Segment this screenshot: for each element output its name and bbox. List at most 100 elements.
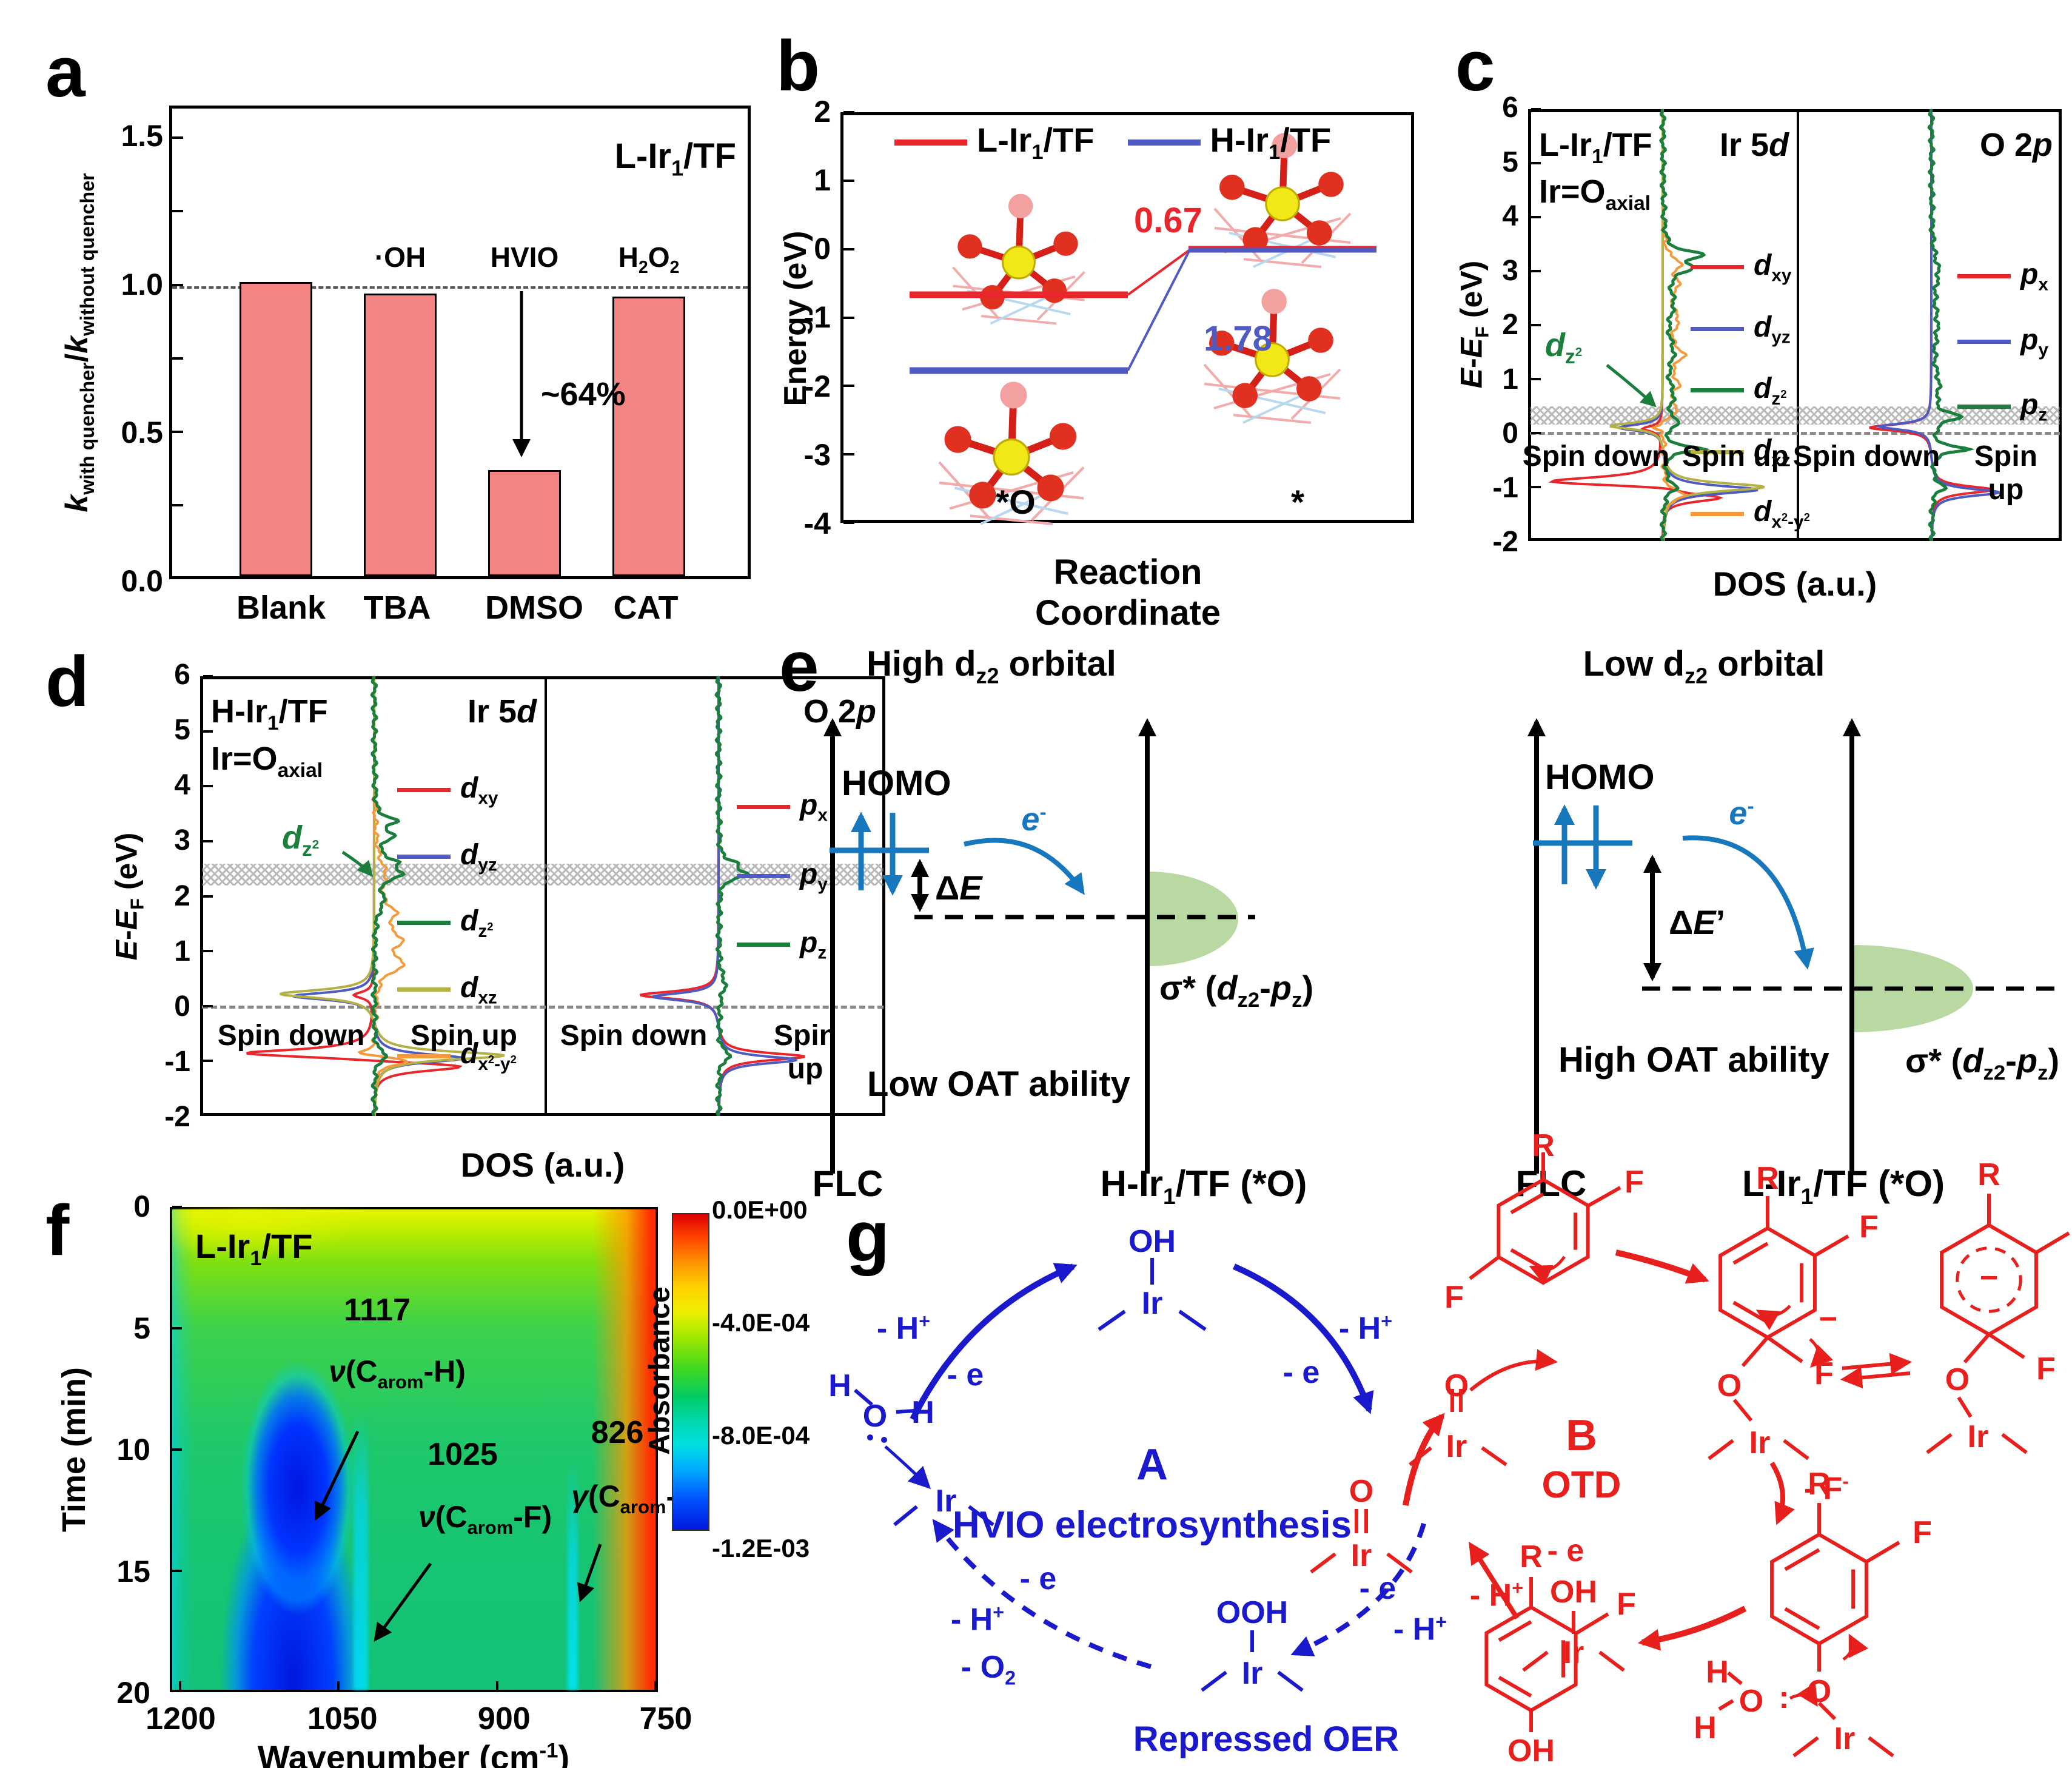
gt-label: - O2 [961, 1650, 1016, 1689]
legend-line [397, 854, 451, 859]
b-x-axis-label: Reaction Coordinate [1034, 553, 1221, 633]
gt-label: - e [1019, 1561, 1057, 1596]
legend-line [1127, 139, 1201, 146]
legend-line [397, 788, 451, 793]
gt-label: Ir [935, 1484, 957, 1519]
tick-label: -2 [803, 369, 831, 403]
et-label: e- [1729, 795, 1754, 832]
f-overlay [172, 1206, 657, 1692]
tick-label: -4 [803, 506, 831, 540]
c-fermi-band [1530, 406, 2060, 425]
tick-label: 3 [174, 824, 190, 857]
tick-label: 0.5 [121, 415, 163, 450]
legend-item: py [1957, 323, 2048, 361]
tick-label: 5 [174, 714, 190, 747]
g-arrows-blue [884, 1263, 1426, 1669]
d-spin-up-right: Spin up [774, 1020, 837, 1085]
legend-item: dxz [1691, 434, 1810, 471]
legend-line [737, 805, 790, 810]
et-label: High OAT ability [1558, 1040, 1829, 1080]
g-arrows-red [1403, 1249, 1913, 1707]
panel-letter-a: a [45, 32, 85, 112]
dos-curve-green [370, 676, 406, 1117]
tick-label: 3 [1502, 254, 1518, 287]
tick-label: 1 [814, 163, 831, 198]
gt-label: F [1617, 1587, 1636, 1622]
b-barrier-blue: 1.78 [1204, 319, 1272, 358]
f-heatmap [170, 1207, 658, 1692]
legend-label: dxy [1754, 249, 1792, 286]
a-category-labels: Blank TBA DMSO CAT [236, 591, 682, 624]
panel-letter-d: d [45, 642, 90, 722]
gt-label: Ir [1967, 1419, 1989, 1454]
gt-label: O [1945, 1362, 1970, 1397]
et-label: e- [1021, 801, 1047, 838]
d-y-tick-labels: 6 5 4 3 2 1 0 -1 -2 [147, 660, 190, 1132]
gt-label: − [1979, 1260, 1999, 1296]
legend-item: dyz [397, 838, 517, 876]
gt-label: Ir [1241, 1656, 1263, 1691]
b-plot-area [840, 112, 1414, 523]
d-zero-line [202, 1006, 883, 1009]
legend-line [397, 1054, 451, 1058]
tick-label: -3 [803, 437, 831, 472]
f-colorbar [672, 1213, 709, 1531]
gt-label: Ir [1749, 1425, 1771, 1460]
d-spin-down-right: Spin down [560, 1020, 708, 1052]
gt-label: O [1444, 1368, 1469, 1403]
dos-curve-green [1658, 109, 1711, 542]
et-label: ΔE [935, 869, 982, 907]
gt-label: HVIO electrosynthesis [952, 1504, 1352, 1546]
a-bar-CAT [612, 297, 685, 576]
legend-line [1691, 265, 1744, 270]
d-dos-curves [203, 675, 805, 1117]
gt-label: Ir [1563, 1635, 1584, 1670]
gt-label: F [1444, 1280, 1464, 1315]
gt-label: F [1913, 1515, 1932, 1550]
gt-label: O [862, 1399, 888, 1434]
b-y-tick-labels: 2 1 0 -1 -2 -3 -4 [790, 96, 831, 539]
d-spin-up-left: Spin up [411, 1020, 517, 1052]
tick-label: 1050 [307, 1701, 378, 1736]
et-label: Low OAT ability [867, 1064, 1130, 1104]
legend-label: pz [800, 927, 827, 963]
b-state-O: *O [996, 483, 1036, 521]
d-title: H-Ir1/TF [211, 693, 328, 734]
d-left-subpanel-title: Ir 5d [467, 693, 537, 730]
f-top-band [172, 1209, 366, 1258]
legend-label: H-Ir1/TF [1210, 121, 1332, 164]
f-stripe-1025 [353, 1411, 368, 1690]
panel-b: b Energy (eV) 2 1 0 -1 -2 -3 -4 L-Ir1/TF H-Ir1/… [770, 18, 1461, 633]
c-spin-down-left: Spin down [1522, 440, 1670, 472]
legend-item: dz2 [397, 904, 517, 942]
gt-label: OOH [1216, 1595, 1289, 1630]
a-overlay [172, 136, 531, 506]
c-p-legend: px py pz [1957, 258, 2048, 426]
gt-label: Ir [1350, 1538, 1372, 1573]
legend-label: dxz [1754, 434, 1791, 471]
gt-label: Ir [1834, 1721, 1856, 1756]
f-title: L-Ir1/TF [195, 1227, 313, 1271]
a-quencher-label: HVIO [490, 241, 559, 273]
legend-label: L-Ir1/TF [977, 121, 1095, 164]
d-d-legend: dxy dyz dz2 dxz dx2-y2 [397, 771, 517, 1075]
panel-c: c E-EF (eV) 6 5 4 3 2 1 0 -1 -2 L-Ir1/TF Ir=Oaxi… [1455, 18, 2072, 631]
legend-label: dx2-y2 [1754, 496, 1810, 532]
tick-label: 1 [174, 935, 190, 967]
legend-item: dxy [397, 771, 517, 809]
et-label: High dz2 orbital [867, 644, 1116, 688]
tick-label: 0 [814, 232, 831, 266]
tick-label: 2 [174, 879, 190, 912]
gt-label: H [1706, 1655, 1729, 1690]
tick-label: 6 [1502, 92, 1518, 124]
gt-label: OH [1550, 1575, 1597, 1610]
gt-label: H [1694, 1710, 1717, 1746]
c-x-axis-label: DOS (a.u.) [1712, 565, 1877, 603]
f-colorbar-label: Absorbance [643, 1286, 676, 1455]
panel-letter-f: f [45, 1191, 70, 1271]
legend-item: pz [737, 926, 828, 964]
b-plot [843, 111, 1376, 631]
gt-label: R [1756, 1161, 1779, 1196]
legend-line [1691, 511, 1744, 516]
legend-label: dz2 [460, 905, 494, 941]
